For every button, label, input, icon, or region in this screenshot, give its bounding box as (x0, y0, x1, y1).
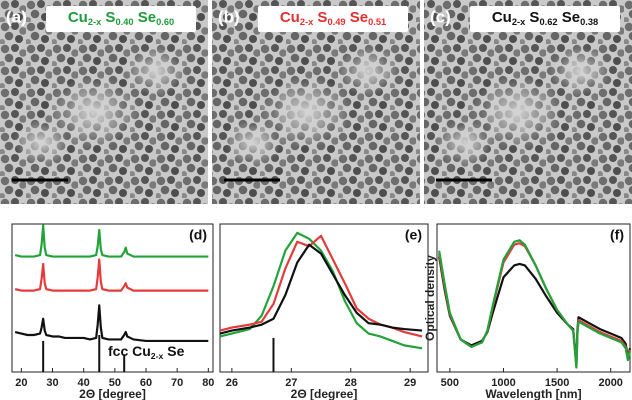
x-tick-label: 26 (226, 377, 238, 389)
plot-frame (437, 224, 630, 372)
subscript: 0.49 (327, 17, 345, 27)
y-axis-label: Optical density (423, 255, 437, 341)
x-tick-label: 70 (171, 377, 183, 389)
series-line (15, 225, 208, 256)
subscript: 2-x (151, 351, 164, 361)
tem-panel: (c) Cu2-x S0.62 Se0.38 (424, 0, 632, 204)
series-line (15, 260, 208, 291)
tem-void (438, 120, 494, 165)
text-run: Cu (492, 9, 512, 26)
text-run: Cu (68, 9, 88, 26)
subscript: 0.38 (580, 17, 598, 27)
series-line (439, 240, 630, 367)
series-line (220, 245, 422, 334)
series-line (220, 233, 422, 348)
text-run: Se (134, 9, 157, 26)
plot-frame (220, 224, 428, 372)
tem-void (126, 47, 186, 95)
subscript: 2-x (512, 17, 526, 27)
tem-images: (a)Cu2-x S0.40 Se0.60(b)Cu2-x S0.49 Se0.… (0, 0, 632, 204)
text-run: S (101, 9, 115, 26)
panel-label: (f) (610, 227, 624, 243)
subscript: 0.62 (539, 17, 557, 27)
x-tick-label: 20 (15, 377, 27, 389)
tem-panel: (b) Cu2-x S0.49 Se0.51 (212, 0, 420, 204)
panel-label: (b) (218, 7, 240, 26)
tem-void (550, 47, 610, 95)
subscript: 0.40 (115, 17, 133, 27)
x-tick-label: 2000 (598, 377, 622, 389)
formula: fcc Cu2-x Se (108, 343, 185, 362)
text-run: S (313, 9, 327, 26)
subscript: 0.60 (156, 17, 174, 27)
x-tick-label: 500 (441, 377, 459, 389)
text-run: Se (346, 9, 369, 26)
text-run: Se (163, 343, 184, 359)
panel-label: (e) (405, 227, 422, 243)
text-run: fcc Cu (108, 343, 151, 359)
figure: (a)Cu2-x S0.40 Se0.60(b)Cu2-x S0.49 Se0.… (0, 0, 632, 400)
text-run: Se (558, 9, 581, 26)
series-line (15, 305, 208, 341)
x-tick-label: 29 (404, 377, 416, 389)
panel-label: (d) (189, 227, 207, 243)
panel-label: (c) (430, 7, 451, 26)
panel-label: (a) (6, 7, 27, 26)
x-axis-label: 2Θ [degree] (291, 387, 358, 400)
tem-void (14, 120, 70, 165)
subscript: 2-x (88, 17, 102, 27)
page: {"panels": [ {"label": "(a)", "color": "… (0, 0, 632, 400)
series-line (439, 257, 630, 364)
x-axis-label: 2Θ [degree] (79, 387, 146, 400)
tem-panel: (a) Cu2-x S0.40 Se0.60 (0, 0, 208, 204)
text-run: Cu (280, 9, 300, 26)
x-tick-label: 30 (46, 377, 58, 389)
subscript: 0.51 (368, 17, 386, 27)
x-tick-label: 80 (202, 377, 214, 389)
tem-void (226, 120, 282, 165)
tem-void (338, 47, 398, 95)
x-axis-label: Wavelength [nm] (485, 387, 581, 400)
text-run: S (525, 9, 539, 26)
subscript: 2-x (300, 17, 314, 27)
